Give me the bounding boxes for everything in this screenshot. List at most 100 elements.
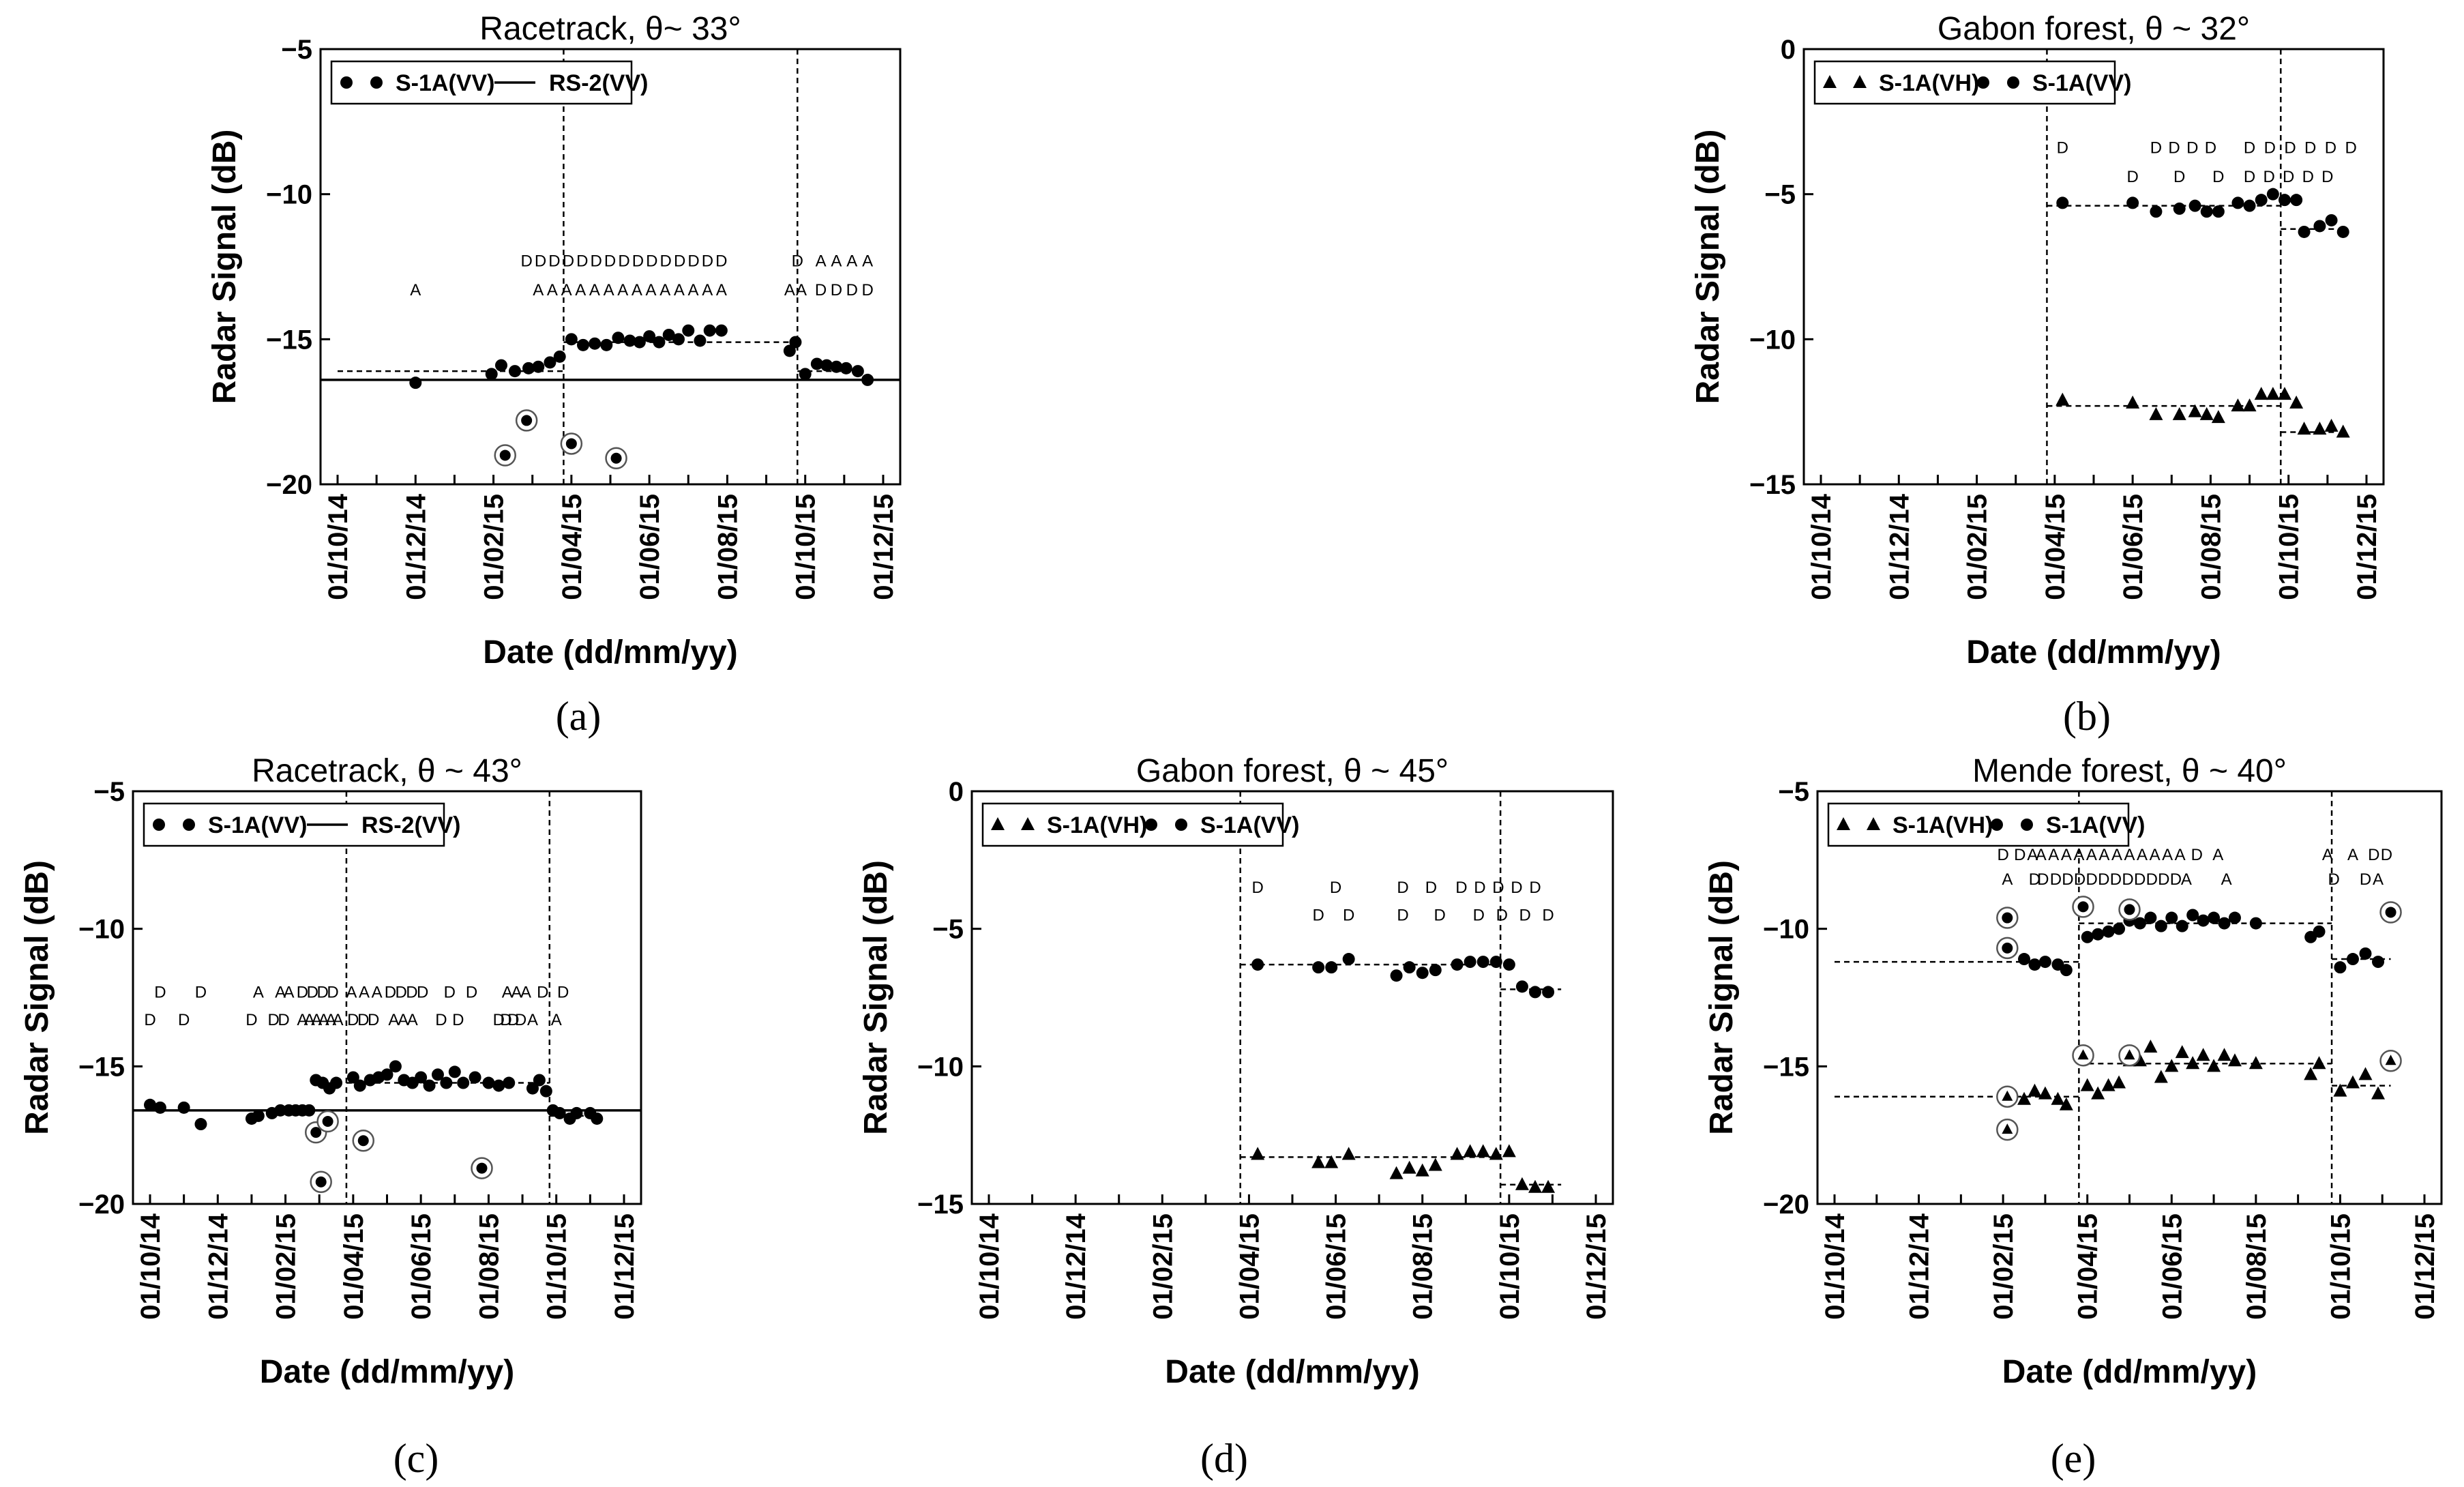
orbit-annotation-letter: D <box>417 983 428 1001</box>
data-point <box>799 368 812 381</box>
data-point <box>2028 958 2041 971</box>
orbit-annotation-letter: D <box>2264 139 2276 158</box>
series-s-1a-vv-outliers <box>305 1110 493 1193</box>
data-point <box>2218 917 2231 930</box>
data-point <box>2228 911 2241 924</box>
plot-frame <box>1802 48 2385 486</box>
data-point <box>1341 1147 1356 1160</box>
data-point <box>570 1106 583 1119</box>
orbit-annotation-letter: D <box>2381 846 2392 864</box>
data-point <box>1325 961 1338 974</box>
y-tick-label: 0 <box>949 777 964 807</box>
data-point <box>2143 1040 2158 1053</box>
orbit-annotation-letter: D <box>831 281 842 299</box>
orbit-annotation-letter: A <box>2098 846 2109 864</box>
series-s-1a-vv-outliers <box>1996 896 2402 960</box>
orbit-annotation-letter: A <box>253 983 264 1001</box>
data-point <box>1502 958 1515 971</box>
data-point <box>861 373 874 386</box>
orbit-annotation-letter: A <box>284 983 295 1001</box>
data-point <box>2172 407 2186 420</box>
data-point <box>1312 961 1325 974</box>
data-point <box>2278 387 2291 400</box>
x-tick-label: 01/12/15 <box>2410 1213 2440 1320</box>
data-point <box>1542 986 1555 999</box>
data-point <box>2359 947 2372 960</box>
orbit-annotation-letter: A <box>318 1011 329 1029</box>
orbit-annotation-letter: A <box>2027 846 2038 864</box>
data-point <box>2248 1056 2263 1070</box>
data-point <box>2113 922 2126 935</box>
orbit-annotation-letter: A <box>372 983 383 1001</box>
data-point <box>1402 1160 1416 1174</box>
data-point <box>2112 1075 2126 1089</box>
data-point <box>2207 1059 2221 1072</box>
data-point <box>532 360 545 373</box>
orbit-annotation-letter: D <box>500 1011 511 1029</box>
data-point <box>2227 1053 2242 1067</box>
y-tick-label: −5 <box>93 777 125 807</box>
data-point <box>682 324 695 337</box>
data-point <box>2176 919 2188 932</box>
data-point <box>503 1076 516 1089</box>
data-point <box>1996 1118 2019 1141</box>
orbit-annotation-letter: A <box>831 252 842 270</box>
orbit-annotation-letter: D <box>1434 907 1445 925</box>
orbit-annotation-letter: D <box>618 252 629 270</box>
orbit-annotation-letter: A <box>551 1011 562 1029</box>
data-point <box>2072 1044 2094 1067</box>
orbit-annotation-letter: D <box>2122 870 2133 889</box>
orbit-annotation-letter: A <box>333 1011 344 1029</box>
data-point <box>672 333 685 346</box>
orbit-annotation-letter: D <box>2110 870 2122 889</box>
orbit-annotation-letter: D <box>396 983 407 1001</box>
y-axis-label: Radar Signal (dB) <box>19 860 55 1135</box>
data-point <box>2018 953 2031 966</box>
data-point <box>2101 1078 2116 1091</box>
orbit-annotation-letter: D <box>2158 870 2169 889</box>
data-point <box>2126 196 2139 209</box>
y-tick-label: −15 <box>266 325 312 355</box>
orbit-annotation-letter: A <box>2061 846 2072 864</box>
orbit-annotation-letter: A <box>604 281 614 299</box>
data-point <box>2231 398 2245 412</box>
chart-panel-5: Mende forest, θ ~ 40° −20 −15 −10 −5 01/10/14… <box>1704 753 2443 1481</box>
legend-marker <box>370 76 383 89</box>
orbit-annotation-letter: D <box>2057 139 2068 158</box>
data-point <box>1416 967 1429 980</box>
orbit-annotation-letter: D <box>144 1011 155 1029</box>
x-axis-label: Date (dd/mm/yy) <box>260 1354 514 1390</box>
x-tick-label: 01/08/15 <box>713 494 743 600</box>
orbit-annotation-letter: A <box>702 281 713 299</box>
legend: S-1A(VV) RS-2(VV) <box>330 60 648 105</box>
x-tick-label: 01/10/15 <box>2274 494 2304 600</box>
data-point <box>310 1171 332 1193</box>
data-point <box>1489 956 1502 969</box>
legend-label: S-1A(VV) <box>2046 812 2145 838</box>
orbit-annotation-letter: A <box>346 983 357 1001</box>
data-point <box>1451 958 1464 971</box>
data-point <box>2118 1044 2141 1067</box>
data-point <box>605 447 627 469</box>
orbit-annotation-letter: D <box>452 1011 464 1029</box>
orbit-annotation-letter: A <box>275 983 286 1001</box>
x-tick-label: 01/10/14 <box>975 1213 1005 1319</box>
orbit-annotation-letter: D <box>2302 168 2314 186</box>
orbit-annotation-letter: D <box>2062 870 2073 889</box>
orbit-annotation-letter: D <box>2186 139 2198 158</box>
orbit-annotation-letter: D <box>2050 870 2062 889</box>
orbit-annotation-letter: A <box>407 1011 418 1029</box>
orbit-annotation-letter: D <box>2212 168 2224 186</box>
orbit-annotation-letter: D <box>1473 907 1485 925</box>
x-tick-label: 01/02/15 <box>271 1213 301 1320</box>
data-point <box>2313 220 2326 233</box>
orbit-annotation-letter: A <box>575 281 586 299</box>
orbit-annotation-letter: D <box>674 252 685 270</box>
orbit-annotation-letter: D <box>2086 870 2098 889</box>
data-point <box>2255 194 2268 207</box>
data-point <box>623 334 636 347</box>
data-point <box>153 1101 166 1114</box>
orbit-annotation-letter: A <box>2137 846 2148 864</box>
series-s-1a-vv- <box>2018 909 2385 977</box>
data-point <box>1428 1158 1442 1171</box>
